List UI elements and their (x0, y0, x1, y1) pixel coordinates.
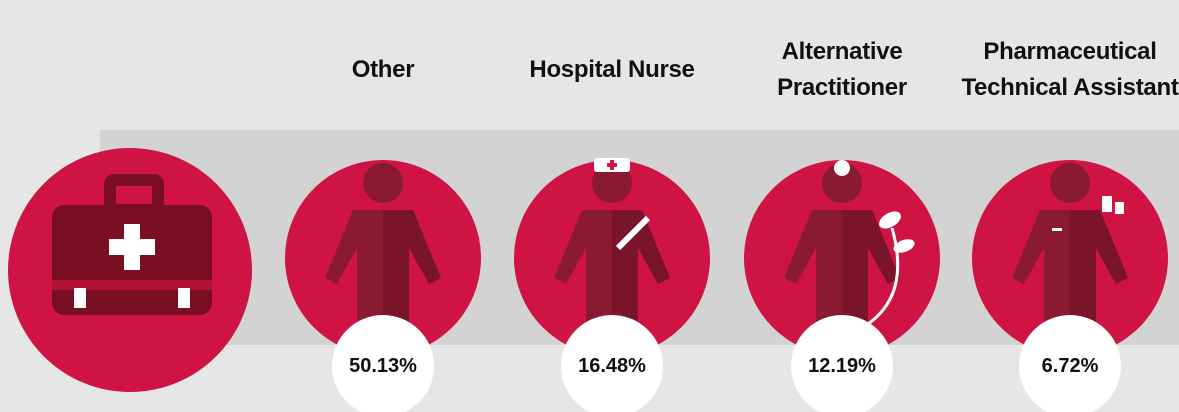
role-value: 16.48% (578, 355, 646, 377)
role-value: 50.13% (349, 355, 417, 377)
role-value: 12.19% (808, 355, 876, 377)
person-icon (554, 158, 670, 338)
person-icon (1012, 163, 1128, 338)
syringe (615, 215, 651, 251)
value-circle (561, 315, 663, 412)
role-value: 6.72% (1041, 355, 1099, 377)
role-label: Other (351, 56, 415, 83)
person-icon (325, 163, 441, 338)
role-label: Hospital Nurse (529, 56, 695, 83)
head (822, 163, 862, 203)
cap-cross (607, 163, 617, 167)
value-circle (332, 315, 434, 412)
shade (383, 210, 441, 338)
pocket-mark (1052, 228, 1062, 231)
role-label: Pharmaceutical Technical Assistant (961, 38, 1179, 101)
value-circle (791, 315, 893, 412)
shade (842, 210, 900, 338)
leaf (879, 211, 901, 229)
medical-kit (52, 174, 212, 315)
bottle (1102, 196, 1112, 212)
head (592, 163, 632, 203)
head (1050, 163, 1090, 203)
person-icon (784, 160, 915, 338)
head-mirror (834, 160, 850, 176)
value-circle (1019, 315, 1121, 412)
shade (1070, 210, 1128, 338)
bottle (1115, 202, 1124, 214)
leaf-stem (861, 227, 900, 330)
head (363, 163, 403, 203)
role-label: Alternative Practitioner (777, 38, 907, 101)
leaf (893, 239, 915, 253)
